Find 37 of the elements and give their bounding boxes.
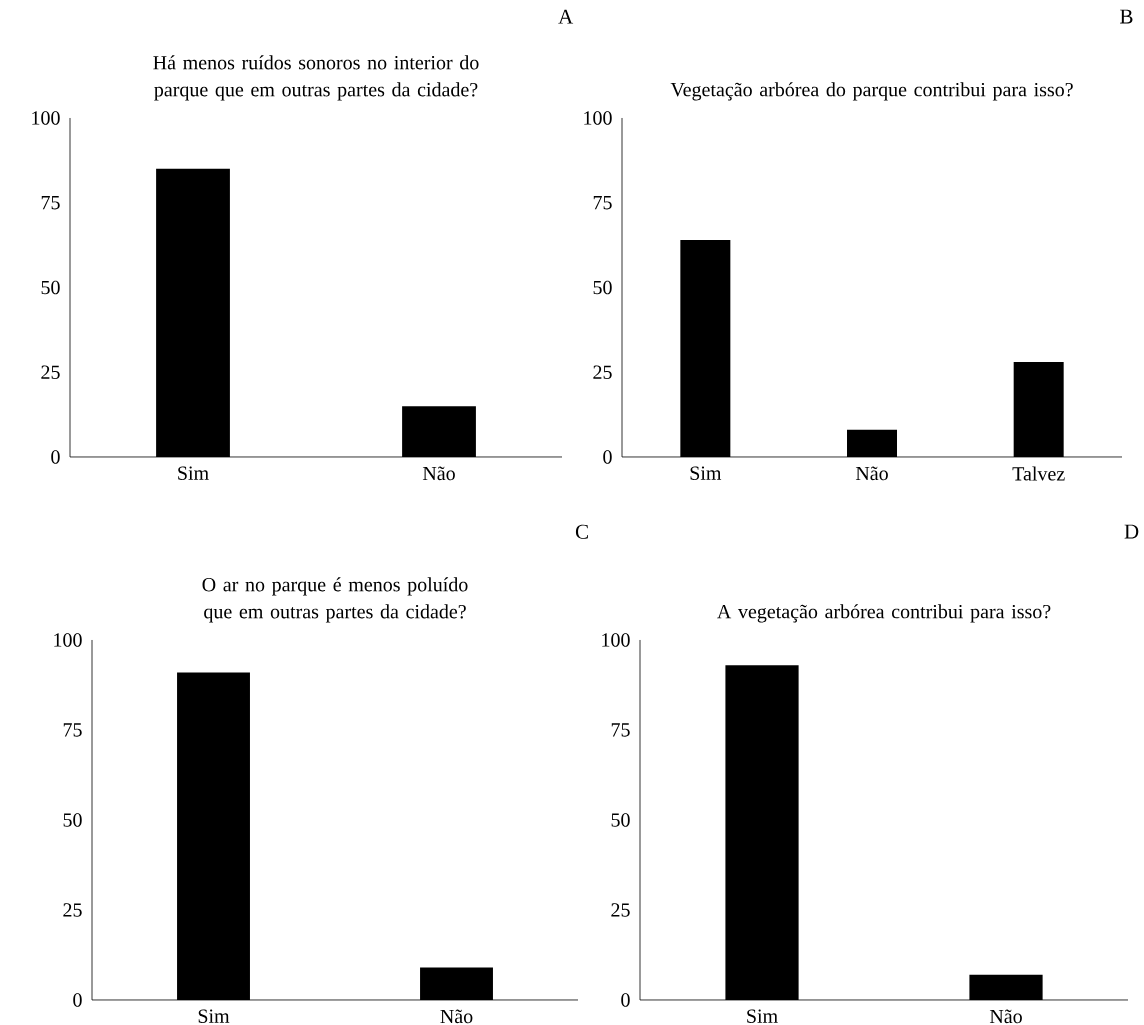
x-tick-label: Sim [178, 466, 209, 480]
x-tick-label: Não [422, 466, 455, 481]
y-tick-label: 100 [54, 633, 82, 647]
x-tick-label: Talvez [1012, 466, 1065, 481]
x-tick-label: Sim [747, 1009, 778, 1023]
chart-title: O ar no parque é menos poluído que em outras partes da cidade? [202, 577, 468, 623]
y-tick-label: 50 [593, 280, 612, 295]
chart-title: Vegetação arbórea do parque contribui para isso? [670, 82, 1073, 101]
text: B [1120, 9, 1133, 24]
y-tick-label: 50 [41, 280, 60, 295]
y-tick-label: 75 [593, 196, 612, 210]
x-tick-label: Não [989, 1009, 1022, 1024]
y-tick-label: 75 [611, 723, 630, 737]
y-tick-label: 100 [32, 111, 60, 125]
text: C [575, 524, 588, 539]
x-tick-label: Não [855, 466, 888, 481]
y-tick-label: 0 [73, 993, 82, 1007]
y-tick-label: 0 [603, 450, 612, 464]
y-tick-label: 25 [63, 903, 82, 917]
x-tick-label: Sim [690, 466, 722, 480]
chart-title: Há menos ruídos sonoros no interior do parque que em outras partes da cidade? [153, 55, 479, 101]
y-tick-label: 25 [41, 365, 60, 379]
y-tick-label: 0 [621, 993, 630, 1007]
y-tick-label: 50 [611, 813, 630, 827]
chart-title: A vegetação arbórea contribui para isso? [717, 604, 1051, 623]
y-tick-label: 25 [611, 903, 630, 917]
y-tick-label: 75 [63, 723, 82, 737]
y-tick-label: 75 [41, 196, 60, 210]
y-tick-label: 100 [602, 633, 630, 647]
y-tick-label: 0 [51, 450, 60, 464]
text: A [558, 9, 574, 24]
x-tick-label: Sim [198, 1009, 230, 1023]
x-tick-label: Não [440, 1009, 473, 1024]
y-tick-label: 25 [593, 365, 612, 379]
y-tick-label: 100 [584, 111, 612, 125]
text: D [1124, 524, 1139, 539]
y-tick-label: 50 [63, 813, 82, 827]
